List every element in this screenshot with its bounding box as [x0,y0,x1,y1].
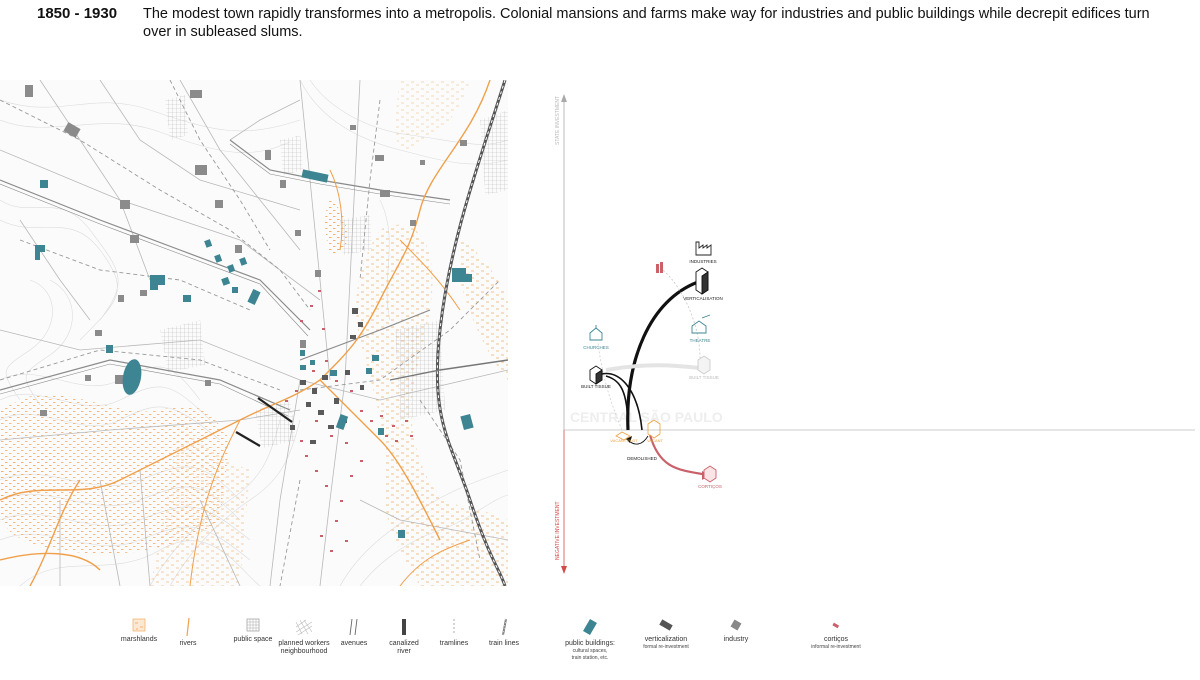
legend-item-train-lines: train lines [482,618,526,648]
street-network [0,80,508,586]
arrow-to-corticos [648,434,709,477]
period-title: 1850 - 1930 [37,5,118,22]
marshlands [0,80,508,586]
arrow-to-verticalisation [626,280,699,431]
label-built-tissue: BUILT TISSUE [581,384,611,389]
legend-label-rivers: rivers [179,640,197,647]
center-watermark-label: CENTRAL SÃO PAULO [570,408,723,425]
legend-label-planned-workers: planned workers neighbourhood [278,640,330,655]
corticos-icon [832,622,840,629]
canalized-river [235,397,293,447]
map-legend: marshlands rivers public space planned w… [0,618,1200,680]
marshlands-icon [132,618,146,632]
axis-bottom-label: NEGATIVE INVESTMENT [555,501,561,560]
train-lines [389,80,508,586]
label-demolished: DEMOLISHED [627,456,658,461]
investment-diagram: STATE INVESTMENT NEGATIVE INVESTMENT CEN… [550,90,1200,610]
legend-item-public-space: public space [228,618,278,644]
label-vacant: VACANT [647,438,663,443]
label-corticos: CORTIÇOS [698,484,722,489]
legend-item-canalized-river: canalized river [384,618,424,656]
legend-sub-verticalization: formal re-investment [643,644,689,650]
legend-label-avenues: avenues [340,640,368,647]
legend-item-industry: industry [716,618,756,644]
tramlines [0,80,501,586]
theatre-icon [691,314,711,334]
vacant-icon [647,419,661,439]
arrow-built-tissue-to-vacant [601,372,643,431]
legend-sub-public-buildings-1: cultural spaces, [572,648,608,654]
legend-sub-corticos: informal re-investment [811,644,861,650]
legend-item-planned-workers: planned workers neighbourhood [276,618,332,656]
planned-workers-icon [295,619,313,636]
avenues-icon [349,618,358,636]
label-churches: CHURCHES [583,345,609,350]
rivers-icon [186,618,190,636]
legend-label-marshlands: marshlands [120,636,158,643]
corticos-blocks [285,290,413,552]
built-tissue-icon [589,365,603,385]
legend-label-train-lines: train lines [489,640,519,647]
label-theatre: THEATRE [690,338,711,343]
legend-label-verticalization: verticalization [644,636,688,643]
arrow-to-built-tissue-ghost [605,363,701,372]
vacant-plot-icon [615,431,631,441]
legend-label-public-buildings: public buildings: [565,640,615,647]
verticalisation-icon [695,267,709,295]
public-space-icon [246,618,260,632]
people-icon [656,262,663,273]
arrow-to-built-tissue [605,375,629,431]
axis-arrow-up-icon [561,94,567,102]
legend-item-corticos: cortiços informal re-investment [806,618,866,651]
legend-item-public-buildings: public buildings: cultural spaces, train… [560,618,620,662]
label-industries: INDUSTRIES [689,259,716,264]
label-vacant-plot: VACANT PLOT [610,438,638,443]
legend-item-avenues: avenues [334,618,374,648]
industries-icon [695,241,712,256]
label-verticalisation: VERTICALISATION [683,296,723,301]
period-description: The modest town rapidly transformes into… [143,6,1150,40]
legend-item-marshlands: marshlands [114,618,164,644]
legend-label-public-space: public space [233,636,273,643]
public-buildings [35,169,474,538]
built-tissue-ghost-icon [697,355,711,375]
legend-label-canalized-river: canalized river [389,640,419,655]
investment-diagram-drawing: STATE INVESTMENT NEGATIVE INVESTMENT CEN… [555,94,1195,574]
axis-top-label: STATE INVESTMENT [555,96,561,145]
tramlines-icon [453,619,455,635]
legend-label-corticos: cortiços [823,636,849,643]
church-icon [589,325,603,341]
city-map [0,80,508,586]
canalized-river-icon [402,619,406,635]
city-map-drawing [0,80,508,586]
public-buildings-icon [583,618,597,636]
legend-item-verticalization: verticalization formal re-investment [636,618,696,651]
industry-blocks [25,85,467,416]
planned-street-grids [160,95,508,448]
verticalization-icon [659,619,673,631]
flow-arrows [597,267,709,477]
legend-label-industry: industry [723,636,749,643]
axis-arrow-down-icon [561,566,567,574]
legend-item-tramlines: tramlines [434,618,474,648]
legend-label-tramlines: tramlines [439,640,469,647]
corticos-icon [703,465,717,483]
label-built-tissue-ghost: BUILT TISSUE [689,375,719,380]
arrow-industries-dashed [659,267,701,359]
legend-sub-public-buildings-2: train station, etc. [571,655,609,661]
arrowhead-vacant-plot-icon [626,436,632,443]
train-lines-icon [502,618,507,636]
avenues [0,139,451,417]
arrow-to-churches [597,341,623,431]
legend-item-rivers: rivers [170,618,206,648]
industry-icon [730,619,742,631]
